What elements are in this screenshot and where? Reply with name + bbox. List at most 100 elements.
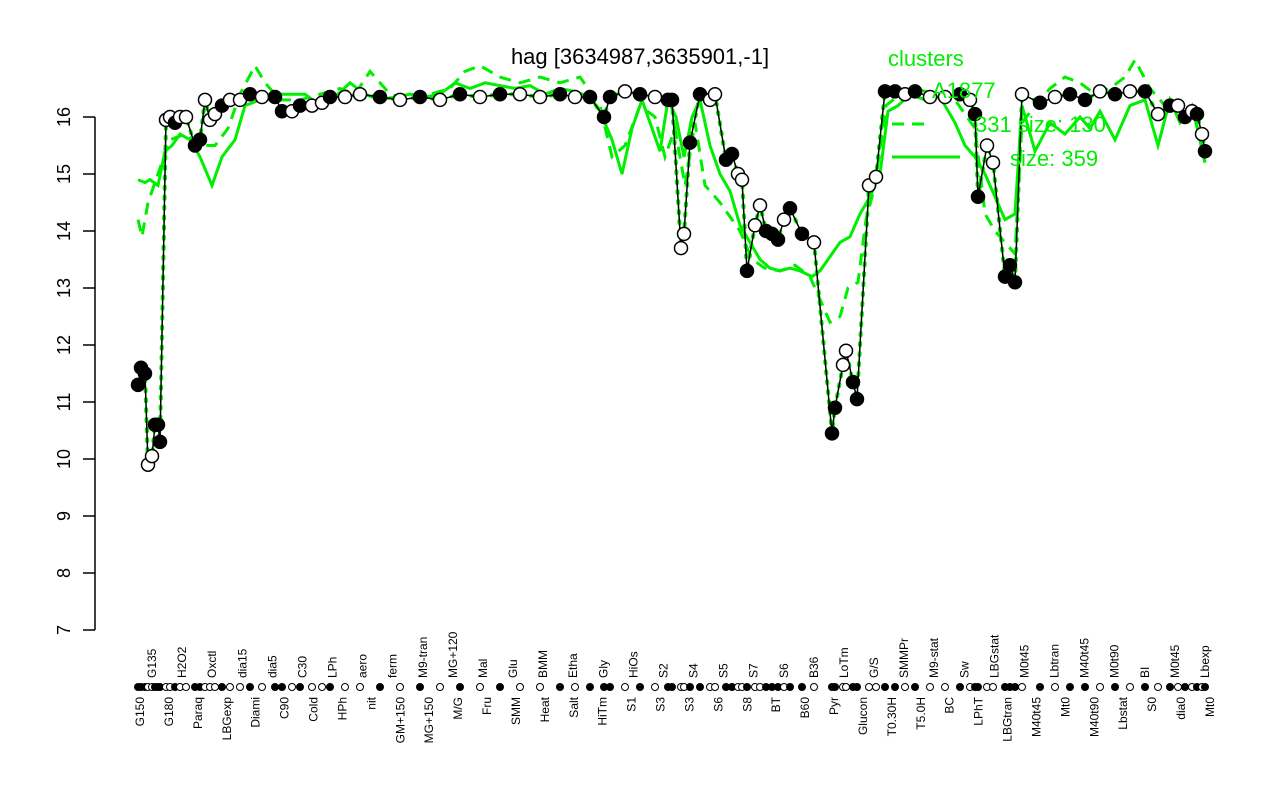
x-tick-label-top: dia5 bbox=[265, 655, 279, 678]
data-point bbox=[1007, 275, 1023, 290]
x-tick-label-bottom: nit bbox=[364, 696, 378, 709]
data-point bbox=[552, 86, 568, 102]
x-tick-label-top: S7 bbox=[747, 663, 761, 678]
data-point bbox=[137, 366, 153, 381]
data-point bbox=[747, 218, 763, 233]
data-point bbox=[1092, 84, 1108, 99]
x-tick-label-bottom: S8 bbox=[740, 697, 754, 712]
x-axis-labels: G135 H2O2 Oxctl dia15 dia5 C30 LPh aero ferm M9-t… bbox=[133, 631, 1217, 743]
data-point bbox=[412, 89, 428, 105]
x-tick-label-bottom: G150 bbox=[133, 697, 147, 727]
data-point bbox=[682, 135, 698, 150]
data-point bbox=[962, 92, 978, 108]
y-tick-label: 9 bbox=[54, 511, 74, 521]
data-point bbox=[937, 89, 953, 105]
x-tick-label-bottom: C90 bbox=[278, 697, 292, 719]
x-tick-label-bottom: Paraq bbox=[191, 697, 205, 729]
data-point bbox=[724, 146, 740, 162]
data-point bbox=[1189, 106, 1205, 122]
y-tick-label: 13 bbox=[54, 278, 74, 298]
x-tick-label-top: G/S bbox=[867, 657, 881, 678]
y-tick-label: 16 bbox=[54, 107, 74, 127]
y-tick-label: 10 bbox=[54, 449, 74, 469]
data-point bbox=[707, 86, 723, 102]
data-point bbox=[1002, 257, 1018, 273]
x-tick-label-bottom: Diami bbox=[249, 697, 263, 728]
data-point bbox=[845, 374, 861, 390]
x-tick-label-top: M0t45 bbox=[1168, 644, 1182, 678]
data-point bbox=[967, 106, 983, 122]
data-point bbox=[152, 434, 168, 450]
data-point bbox=[1062, 86, 1078, 102]
data-point bbox=[292, 98, 308, 113]
y-tick-label: 14 bbox=[54, 221, 74, 241]
data-point bbox=[1032, 95, 1048, 111]
x-tick-label-bottom: Salt bbox=[567, 696, 581, 717]
expression-series bbox=[130, 84, 1213, 472]
data-point bbox=[794, 226, 810, 242]
data-point bbox=[1150, 106, 1166, 122]
y-axis: 7 8 9 10 11 12 13 14 15 16 bbox=[54, 107, 96, 635]
data-point bbox=[492, 86, 508, 102]
x-tick-label-top: S2 bbox=[656, 663, 670, 678]
data-point bbox=[617, 84, 633, 99]
data-point bbox=[907, 84, 923, 99]
data-point bbox=[337, 89, 353, 105]
x-tick-label-bottom: MG+150 bbox=[422, 697, 436, 744]
data-point bbox=[824, 426, 840, 441]
data-point bbox=[985, 155, 1001, 170]
x-tick-label-bottom: Glucon bbox=[856, 697, 870, 735]
x-tick-label-top: M9-tran bbox=[416, 637, 430, 678]
legend-entry-3: size: 359 bbox=[1010, 146, 1099, 171]
data-point bbox=[970, 189, 986, 205]
chart-title: hag [3634987,3635901,-1] bbox=[510, 44, 770, 69]
x-tick-label-bottom: LPhT bbox=[972, 696, 986, 725]
x-tick-label-top: dia15 bbox=[235, 648, 249, 678]
x-tick-label-bottom: HiTm bbox=[596, 697, 610, 726]
x-tick-label-top: Gly bbox=[596, 660, 610, 678]
data-point bbox=[150, 417, 166, 433]
data-point bbox=[849, 391, 865, 407]
data-point bbox=[1194, 126, 1210, 142]
data-point bbox=[1137, 84, 1153, 99]
x-tick-label-bottom: Heat bbox=[538, 696, 552, 722]
x-tick-label-bottom: G180 bbox=[162, 697, 176, 727]
x-tick-label-bottom: T5.0H bbox=[914, 697, 928, 730]
data-point bbox=[1047, 89, 1063, 105]
x-tick-label-top: M40t45 bbox=[1078, 638, 1092, 678]
data-point bbox=[197, 92, 213, 108]
y-tick-label: 15 bbox=[54, 164, 74, 184]
x-tick-label-top: H2O2 bbox=[175, 646, 189, 678]
x-tick-label-top: LBGstat bbox=[987, 634, 1001, 678]
data-point bbox=[452, 86, 468, 102]
data-point bbox=[254, 89, 270, 105]
data-point bbox=[432, 92, 448, 108]
data-point bbox=[664, 92, 680, 108]
x-tick-label-top: S6 bbox=[777, 663, 791, 678]
x-tick-label-top: Glu bbox=[506, 659, 520, 678]
data-point bbox=[242, 86, 258, 102]
x-tick-label-bottom: Pyr bbox=[827, 697, 841, 715]
x-tick-label-top: M9-stat bbox=[927, 637, 941, 678]
data-point bbox=[178, 109, 194, 125]
x-tick-label-bottom: BC bbox=[943, 697, 957, 714]
legend-entry-1: A1877 bbox=[932, 78, 996, 103]
data-point bbox=[1077, 92, 1093, 108]
x-tick-label-bottom: S0 bbox=[1145, 697, 1159, 712]
x-tick-label-bottom: S3 bbox=[682, 697, 696, 712]
data-point bbox=[602, 89, 618, 105]
data-point bbox=[647, 89, 663, 105]
data-point bbox=[192, 132, 208, 148]
x-tick-label-top: BI bbox=[1138, 667, 1152, 678]
data-point bbox=[739, 263, 755, 279]
x-tick-label-bottom: T0.30H bbox=[885, 697, 899, 736]
data-point bbox=[827, 400, 843, 415]
data-point bbox=[322, 89, 338, 105]
data-point bbox=[734, 172, 750, 187]
data-point bbox=[752, 198, 768, 213]
x-tick-label-top: BMM bbox=[536, 650, 550, 678]
data-point bbox=[130, 377, 146, 393]
data-point bbox=[676, 226, 692, 242]
data-point bbox=[1122, 84, 1138, 99]
x-tick-label-bottom: HPh bbox=[335, 697, 349, 720]
